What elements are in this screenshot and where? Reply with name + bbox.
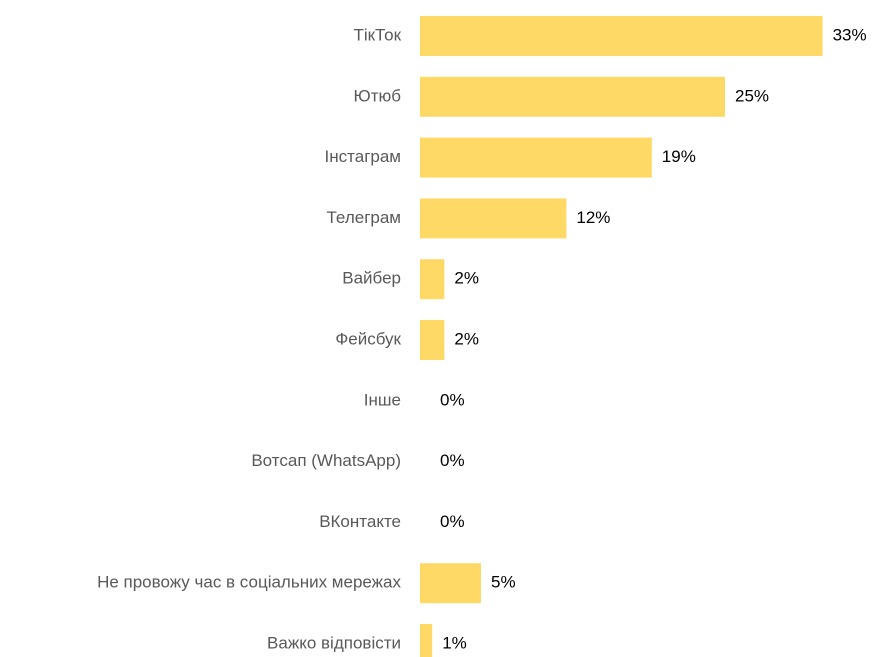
category-label: ТікТок	[353, 25, 401, 44]
category-label: Важко відповісти	[267, 633, 401, 652]
category-label: Ютюб	[354, 86, 402, 105]
bar	[420, 320, 445, 360]
value-label: 0%	[440, 512, 465, 531]
category-label: Телеграм	[327, 208, 402, 227]
value-label: 2%	[454, 329, 479, 348]
bar	[420, 16, 823, 56]
value-label: 33%	[833, 25, 867, 44]
bar	[420, 563, 481, 604]
bar	[420, 624, 433, 657]
value-label: 19%	[662, 147, 696, 166]
category-label: Не провожу час в соціальних мережах	[97, 573, 401, 592]
bar	[420, 137, 652, 178]
category-label: Вотсап (WhatsApp)	[251, 451, 401, 470]
bar	[420, 76, 725, 117]
category-label: Інстаграм	[325, 147, 401, 166]
value-label: 25%	[735, 86, 769, 105]
value-label: 0%	[440, 451, 465, 470]
category-label: ВКонтакте	[319, 512, 401, 531]
category-label: Вайбер	[342, 269, 401, 288]
category-label: Фейсбук	[335, 329, 401, 348]
value-label: 0%	[440, 390, 465, 409]
value-label: 1%	[442, 633, 467, 652]
value-label: 5%	[491, 573, 516, 592]
bar	[420, 198, 567, 239]
bar	[420, 259, 445, 300]
value-label: 2%	[454, 269, 479, 288]
value-label: 12%	[576, 208, 610, 227]
category-label: Інше	[364, 390, 401, 409]
